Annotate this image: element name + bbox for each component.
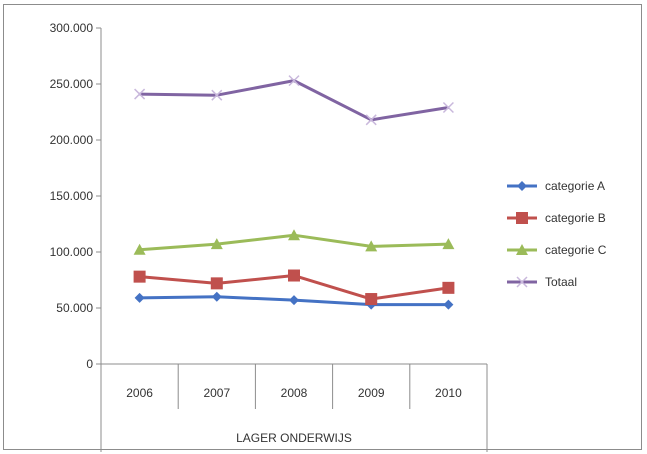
x-tick-label: 2006: [126, 386, 153, 400]
data-point: [442, 238, 455, 250]
series-layer: [133, 75, 455, 310]
data-point: [210, 277, 223, 290]
x-group-label: LAGER ONDERWIJS: [236, 431, 352, 445]
legend-label: categorie B: [545, 211, 606, 225]
data-point: [134, 88, 146, 100]
legend-label: categorie C: [545, 243, 607, 257]
legend-label: categorie A: [545, 179, 605, 193]
y-tick-label: 300.000: [50, 21, 94, 35]
series: [133, 229, 455, 255]
series: [134, 75, 454, 126]
x-tick-label: 2008: [281, 386, 308, 400]
y-tick-label: 50.000: [56, 301, 93, 315]
series-line: [139, 79, 449, 122]
data-point: [133, 243, 146, 255]
data-point: [211, 89, 223, 101]
data-point-stroke: [211, 89, 223, 101]
data-point: [288, 75, 300, 87]
y-tick-label: 250.000: [50, 77, 94, 91]
data-point-stroke: [134, 88, 146, 100]
legend-item: categorie C: [507, 243, 607, 257]
data-point: [365, 293, 378, 306]
legend-item: categorie B: [507, 211, 606, 225]
data-point: [516, 212, 528, 224]
y-tick-label: 0: [86, 357, 93, 371]
data-point-stroke: [365, 114, 377, 126]
legend: categorie A categorie B categorie C Totaal: [507, 179, 607, 289]
data-point-stroke: [516, 276, 528, 288]
data-point: [442, 101, 454, 114]
data-point: [516, 244, 528, 255]
data-point: [288, 269, 300, 282]
data-point-stroke: [442, 101, 454, 114]
data-point: [365, 240, 378, 252]
chart-axes: 0 50.000 100.000 150.000 200.000 250.000 300.0…: [50, 21, 488, 452]
y-tick-label: 200.000: [50, 133, 94, 147]
chart-frame: [3, 4, 642, 450]
data-point: [365, 114, 377, 126]
legend-item: categorie A: [507, 179, 605, 193]
series: [133, 269, 455, 306]
data-point: [516, 276, 528, 288]
data-point: [134, 292, 145, 303]
x-tick-label: 2009: [358, 386, 385, 400]
x-tick-label: 2010: [435, 386, 462, 400]
data-point: [289, 295, 299, 306]
data-point: [443, 299, 454, 310]
legend-label: Totaal: [545, 275, 577, 289]
legend-item: Totaal: [507, 275, 577, 289]
x-tick-label: 2007: [203, 386, 230, 400]
data-point: [288, 229, 300, 241]
y-tick-label: 150.000: [50, 189, 94, 203]
data-point: [517, 181, 527, 191]
data-point: [211, 291, 222, 302]
data-point: [210, 238, 223, 250]
data-point: [133, 270, 146, 283]
data-point-stroke: [288, 75, 300, 87]
y-tick-label: 100.000: [50, 245, 94, 259]
data-point: [442, 281, 455, 294]
